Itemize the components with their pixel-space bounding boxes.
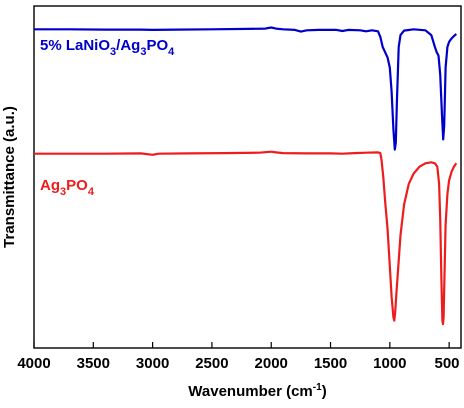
x-tick-label: 4000: [17, 355, 50, 372]
x-tick-label: 3000: [136, 355, 169, 372]
x-tick-label: 2000: [255, 355, 288, 372]
x-tick-label: 3500: [77, 355, 110, 372]
plot-area: 5% LaNiO3/Ag3PO4 Ag3PO4: [33, 5, 462, 349]
x-axis-title: Wavenumber (cm-1): [188, 382, 326, 400]
x-axis: 4000 3500 3000 2500 2000 1500 1000 500: [17, 342, 460, 372]
series-line: [34, 26, 458, 151]
x-tick-label: 1500: [314, 355, 347, 372]
plot-frame: [33, 5, 462, 349]
x-axis-title-close: ): [322, 383, 327, 400]
series-labels: 5% LaNiO3/Ag3PO4 Ag3PO4: [40, 37, 175, 198]
series-layer: [34, 26, 458, 326]
x-tick-label: 500: [434, 355, 459, 372]
x-tick-label: 1000: [373, 355, 406, 372]
x-axis-title-main: Wavenumber (cm: [188, 383, 312, 400]
x-axis-title-sup: -1: [313, 382, 322, 393]
series-label: 5% LaNiO3/Ag3PO4: [40, 37, 175, 58]
series-label: Ag3PO4: [40, 177, 95, 198]
x-tick-label: 2500: [195, 355, 228, 372]
y-axis-title: Transmittance (a.u.): [1, 106, 18, 248]
series-line: [34, 150, 458, 326]
